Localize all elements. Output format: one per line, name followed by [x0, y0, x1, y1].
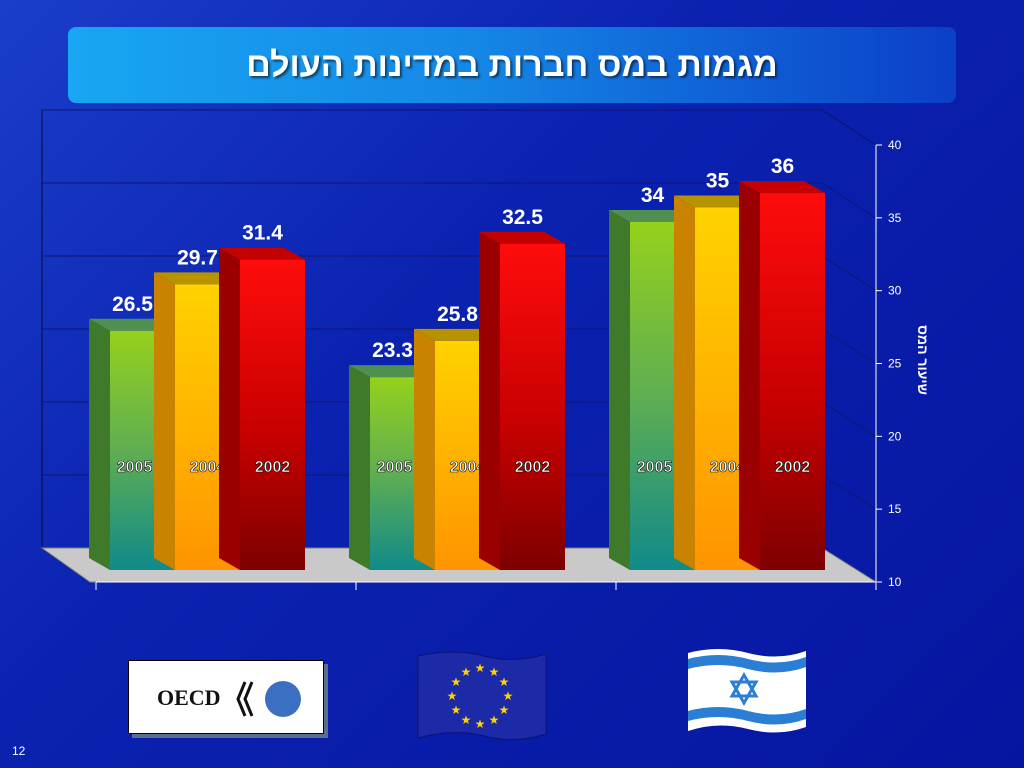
bar-top — [89, 318, 175, 331]
slide-title: מגמות במס חברות במדינות העולם — [246, 46, 778, 84]
y-tick-label: 35 — [888, 211, 902, 225]
y-tick-label: 15 — [888, 502, 902, 516]
bar-side — [349, 365, 370, 570]
svg-text:★: ★ — [475, 661, 486, 675]
gridline-depth — [821, 474, 877, 510]
svg-text:★: ★ — [489, 665, 500, 679]
bar-year-label: 2002 — [515, 459, 551, 476]
bar-top — [739, 181, 825, 193]
svg-text:★: ★ — [503, 689, 514, 703]
svg-text:★: ★ — [499, 675, 510, 689]
bar-value-label: 25.8 — [437, 303, 478, 326]
bar-top — [349, 365, 435, 378]
gridline-depth — [821, 255, 877, 292]
bar-value-label: 34 — [641, 184, 665, 207]
bar-side — [414, 328, 435, 570]
bar-year-label: 2005 — [377, 459, 413, 476]
y-axis-label: שיעור המס — [915, 325, 931, 395]
gridline-depth — [821, 109, 877, 146]
svg-text:★: ★ — [489, 713, 500, 727]
bar-top — [219, 247, 305, 260]
bar-top — [154, 272, 240, 285]
bar-year-label: 2002 — [775, 459, 811, 476]
bar-top — [609, 210, 695, 222]
bar-value-label: 32.5 — [502, 206, 543, 229]
gridline-depth — [821, 401, 877, 437]
y-tick-label: 20 — [888, 429, 902, 443]
bar-top — [479, 231, 565, 244]
bar-side — [219, 247, 240, 570]
bar-year-label: 2002 — [255, 459, 291, 476]
bar-value-label: 35 — [706, 170, 730, 193]
bar-value-label: 26.5 — [112, 293, 153, 316]
svg-text:★: ★ — [447, 689, 458, 703]
bar-value-label: 31.4 — [242, 222, 283, 245]
bar — [760, 193, 825, 570]
bar-side — [674, 195, 695, 570]
bar-year-label: 2004 — [710, 459, 746, 476]
gridline-depth — [821, 182, 877, 219]
gridline-depth — [821, 328, 877, 364]
bar-value-label: 23.3 — [372, 339, 413, 362]
y-tick-label: 40 — [888, 138, 902, 152]
eu-flag-icon: ★ ★★ ★★★ ★★★ ★★★ — [417, 651, 547, 740]
bar — [500, 243, 565, 570]
bar-year-label: 2004 — [450, 459, 486, 476]
y-tick-label: 30 — [888, 284, 902, 298]
bar-top — [414, 328, 500, 341]
oecd-logo: OECD — [128, 660, 324, 734]
svg-text:★: ★ — [475, 717, 486, 731]
svg-text:★: ★ — [499, 703, 510, 717]
oecd-logo-text: OECD — [157, 685, 221, 710]
slide-number: 12 — [12, 744, 26, 758]
bar-side — [89, 318, 110, 570]
bar-value-label: 29.7 — [177, 246, 218, 269]
y-tick-label: 25 — [888, 357, 902, 371]
oecd-logo-mark — [236, 681, 301, 717]
bar-side — [479, 231, 500, 570]
bar-side — [609, 210, 630, 570]
bar-year-label: 2005 — [117, 459, 153, 476]
israel-flag-icon — [688, 649, 806, 733]
svg-text:★: ★ — [461, 665, 472, 679]
bar-value-label: 36 — [771, 155, 794, 178]
bar-top — [674, 195, 760, 208]
bar — [240, 259, 305, 570]
bar-chart: 10 15 20 25 30 35 40 שיעור המס 26.5 2005 29.7 2004 3… — [40, 109, 931, 589]
svg-text:★: ★ — [451, 703, 462, 717]
bar-year-label: 2004 — [190, 459, 226, 476]
y-tick-label: 10 — [888, 575, 902, 589]
bar-side — [154, 272, 175, 570]
bar-year-label: 2005 — [637, 459, 673, 476]
svg-text:★: ★ — [461, 713, 472, 727]
svg-text:★: ★ — [451, 675, 462, 689]
title-banner: מגמות במס חברות במדינות העולם — [68, 27, 956, 103]
bar-side — [739, 181, 760, 570]
